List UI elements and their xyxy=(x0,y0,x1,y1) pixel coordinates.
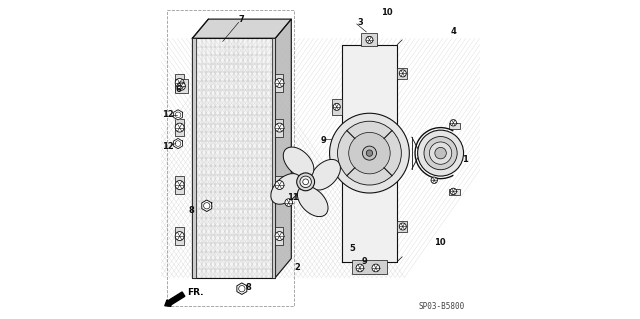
Circle shape xyxy=(362,146,376,160)
Circle shape xyxy=(372,264,380,272)
Text: 11: 11 xyxy=(287,193,299,202)
Polygon shape xyxy=(173,138,182,149)
Bar xyxy=(175,176,184,194)
Circle shape xyxy=(175,232,184,241)
Circle shape xyxy=(177,82,186,90)
Circle shape xyxy=(366,150,372,156)
Bar xyxy=(193,38,275,278)
Circle shape xyxy=(356,264,364,272)
Text: 8: 8 xyxy=(189,206,195,215)
Text: 9: 9 xyxy=(320,136,326,145)
Circle shape xyxy=(399,223,406,230)
Circle shape xyxy=(285,199,292,206)
Text: 12: 12 xyxy=(162,142,173,151)
Bar xyxy=(397,221,407,232)
Text: 3: 3 xyxy=(357,18,363,27)
Circle shape xyxy=(418,130,463,176)
Bar xyxy=(275,176,284,194)
Bar xyxy=(449,189,460,195)
Circle shape xyxy=(450,120,456,126)
Circle shape xyxy=(337,121,401,185)
Circle shape xyxy=(204,203,210,209)
Polygon shape xyxy=(193,19,291,38)
Bar xyxy=(175,227,184,245)
Polygon shape xyxy=(342,45,397,262)
Bar xyxy=(193,38,275,278)
Circle shape xyxy=(333,103,340,110)
Bar xyxy=(275,227,284,245)
Circle shape xyxy=(366,36,373,43)
Circle shape xyxy=(275,123,284,132)
Ellipse shape xyxy=(284,147,314,178)
Bar xyxy=(193,38,196,278)
Text: 10: 10 xyxy=(434,238,445,247)
Text: 9: 9 xyxy=(362,257,367,266)
Bar xyxy=(275,74,284,92)
Circle shape xyxy=(431,177,437,183)
Polygon shape xyxy=(173,110,182,120)
Circle shape xyxy=(450,188,456,195)
Bar xyxy=(332,99,342,115)
Text: 7: 7 xyxy=(239,15,244,24)
Bar xyxy=(271,38,275,278)
Circle shape xyxy=(435,147,446,159)
Polygon shape xyxy=(237,283,247,294)
Circle shape xyxy=(175,141,181,146)
Text: SP03-B5800: SP03-B5800 xyxy=(418,302,465,311)
Polygon shape xyxy=(202,200,212,211)
Bar xyxy=(175,119,184,137)
Circle shape xyxy=(303,179,308,185)
Bar xyxy=(362,33,378,46)
Bar xyxy=(175,79,188,93)
Circle shape xyxy=(239,286,245,292)
Bar xyxy=(275,119,284,137)
Text: 8: 8 xyxy=(245,283,251,292)
Circle shape xyxy=(297,173,315,191)
Text: 4: 4 xyxy=(451,27,457,36)
Ellipse shape xyxy=(271,174,301,204)
Circle shape xyxy=(175,78,184,87)
Circle shape xyxy=(175,123,184,132)
Circle shape xyxy=(275,181,284,189)
Circle shape xyxy=(424,137,457,170)
Circle shape xyxy=(275,232,284,241)
Circle shape xyxy=(330,113,410,193)
Bar xyxy=(397,68,407,79)
Text: 1: 1 xyxy=(462,155,468,164)
Circle shape xyxy=(399,70,406,77)
Text: 10: 10 xyxy=(381,8,393,17)
Bar xyxy=(449,123,460,129)
Circle shape xyxy=(300,176,312,188)
Ellipse shape xyxy=(298,186,328,217)
Circle shape xyxy=(275,78,284,87)
Text: 2: 2 xyxy=(295,263,301,272)
Bar xyxy=(175,74,184,92)
Circle shape xyxy=(349,132,390,174)
Circle shape xyxy=(175,112,181,118)
Bar xyxy=(352,260,387,274)
Text: FR.: FR. xyxy=(188,288,204,297)
Circle shape xyxy=(429,142,452,164)
Text: 12: 12 xyxy=(162,110,173,119)
Ellipse shape xyxy=(310,160,340,190)
Circle shape xyxy=(175,181,184,189)
Text: 6: 6 xyxy=(175,85,181,94)
FancyArrow shape xyxy=(164,292,185,306)
Polygon shape xyxy=(275,19,291,278)
Text: 5: 5 xyxy=(349,244,355,253)
